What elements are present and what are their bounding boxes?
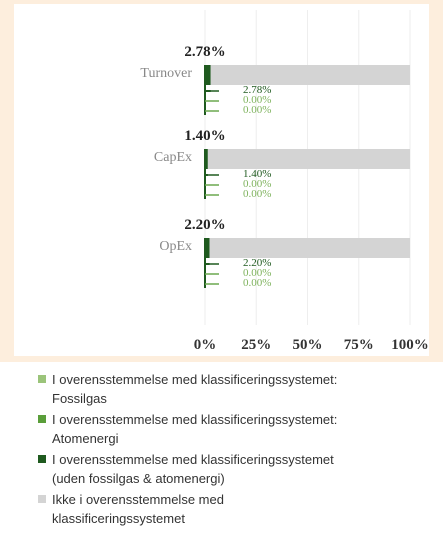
category-label: Turnover bbox=[140, 66, 192, 81]
bar-segment bbox=[207, 149, 410, 169]
legend-swatch bbox=[38, 375, 46, 383]
category-label: OpEx bbox=[159, 239, 192, 254]
bar-segment bbox=[205, 149, 208, 169]
bar-segment bbox=[209, 238, 410, 258]
sub-bar-label: 0.00% bbox=[243, 178, 271, 190]
bar-segment bbox=[205, 65, 211, 85]
legend-item: I overensstemmelse med klassificeringssy… bbox=[38, 450, 348, 488]
sub-bar-label: 0.00% bbox=[243, 267, 271, 279]
legend-label: I overensstemmelse med klassificeringssy… bbox=[52, 412, 338, 446]
legend: I overensstemmelse med klassificeringssy… bbox=[38, 370, 348, 530]
x-tick-label: 50% bbox=[293, 337, 323, 353]
sub-bar bbox=[205, 174, 208, 176]
category-label: CapEx bbox=[154, 150, 192, 165]
sub-bar-label: 2.20% bbox=[243, 257, 271, 269]
bar-total-label: 2.78% bbox=[184, 44, 225, 60]
sub-bar-label: 0.00% bbox=[243, 104, 271, 116]
legend-label: I overensstemmelse med klassificeringssy… bbox=[52, 372, 338, 406]
legend-swatch bbox=[38, 455, 46, 463]
plot-background bbox=[14, 4, 429, 356]
x-tick-label: 100% bbox=[391, 337, 429, 353]
legend-swatch bbox=[38, 495, 46, 503]
sub-bar-label: 1.40% bbox=[243, 168, 271, 180]
sub-bar-label: 0.00% bbox=[243, 188, 271, 200]
bar-total-label: 2.20% bbox=[184, 217, 225, 233]
legend-item: I overensstemmelse med klassificeringssy… bbox=[38, 370, 348, 408]
legend-item: Ikke i overensstemmelse med klassificeri… bbox=[38, 490, 348, 528]
bar-total-label: 1.40% bbox=[184, 128, 225, 144]
bar-segment bbox=[210, 65, 410, 85]
sub-bar-label: 2.78% bbox=[243, 84, 271, 96]
sub-bar bbox=[205, 263, 210, 265]
sub-bar-label: 0.00% bbox=[243, 277, 271, 289]
sub-bar bbox=[205, 90, 211, 92]
legend-item: I overensstemmelse med klassificeringssy… bbox=[38, 410, 348, 448]
sub-bar-label: 0.00% bbox=[243, 94, 271, 106]
x-tick-label: 25% bbox=[241, 337, 271, 353]
bar-segment bbox=[205, 238, 210, 258]
x-tick-label: 75% bbox=[344, 337, 374, 353]
chart: 0% 25% 50% 75% 100%Turnover2.78%2.78%0.00%0.… bbox=[14, 4, 429, 356]
x-tick-label: 0% bbox=[194, 337, 217, 353]
legend-swatch bbox=[38, 415, 46, 423]
legend-label: I overensstemmelse med klassificeringssy… bbox=[52, 452, 334, 486]
legend-label: Ikke i overensstemmelse med klassificeri… bbox=[52, 492, 224, 526]
